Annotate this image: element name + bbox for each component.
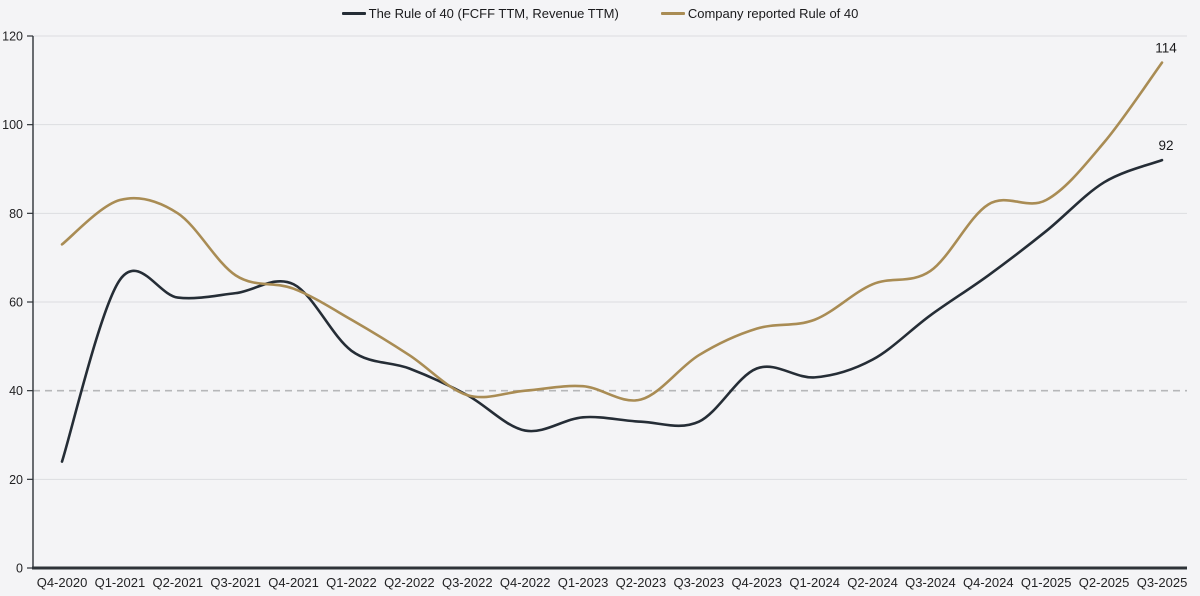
x-tick-label: Q3-2024	[905, 575, 956, 590]
y-tick-label: 0	[16, 562, 23, 576]
legend-item-company: Company reported Rule of 40	[660, 6, 859, 21]
x-tick-label: Q3-2025	[1137, 575, 1188, 590]
series-line-fcff	[60, 158, 1164, 463]
x-tick-label: Q4-2024	[963, 575, 1014, 590]
legend-swatch-fcff	[341, 12, 366, 15]
x-tick-label: Q4-2020	[37, 575, 88, 590]
legend-label-company: Company reported Rule of 40	[687, 6, 859, 21]
y-tick-label: 100	[2, 118, 23, 132]
label-layer: 0 20 40 60 80 100 120 Q4-2020 Q1-2021 Q2-2021 Q3-2…	[2, 30, 1187, 591]
x-tick-label: Q2-2024	[847, 575, 898, 590]
x-tick-label: Q2-2025	[1079, 575, 1130, 590]
x-tick-label: Q4-2022	[500, 575, 551, 590]
x-tick-label: Q3-2023	[674, 575, 725, 590]
series-layer	[60, 61, 1164, 463]
series-end-label-company: 114	[1155, 41, 1177, 56]
x-tick-label: Q1-2025	[1021, 575, 1072, 590]
chart-legend: The Rule of 40 (FCFF TTM, Revenue TTM) C…	[0, 6, 1200, 21]
grid-layer	[33, 35, 1187, 480]
legend-label-fcff: The Rule of 40 (FCFF TTM, Revenue TTM)	[368, 6, 619, 21]
x-tick-label: Q1-2024	[789, 575, 840, 590]
x-tick-label: Q2-2021	[152, 575, 203, 590]
series-line-company	[60, 61, 1164, 402]
x-tick-label: Q2-2022	[384, 575, 435, 590]
y-tick-label: 80	[9, 207, 23, 221]
x-tick-label: Q1-2021	[95, 575, 146, 590]
legend-swatch-company	[660, 12, 685, 15]
x-tick-label: Q4-2023	[731, 575, 782, 590]
x-tick-label: Q3-2022	[442, 575, 493, 590]
x-tick-label: Q4-2021	[268, 575, 319, 590]
x-tick-label: Q2-2023	[616, 575, 667, 590]
x-tick-label: Q3-2021	[210, 575, 261, 590]
y-tick-label: 40	[9, 384, 23, 398]
y-tick-label: 120	[2, 30, 23, 44]
x-tick-label: Q1-2023	[558, 575, 609, 590]
x-tick-label: Q1-2022	[326, 575, 377, 590]
y-tick-label: 20	[9, 473, 23, 487]
series-end-label-fcff: 92	[1158, 138, 1173, 153]
legend-item-fcff: The Rule of 40 (FCFF TTM, Revenue TTM)	[341, 6, 619, 21]
axis-layer	[27, 35, 1187, 570]
y-tick-label: 60	[9, 296, 23, 310]
